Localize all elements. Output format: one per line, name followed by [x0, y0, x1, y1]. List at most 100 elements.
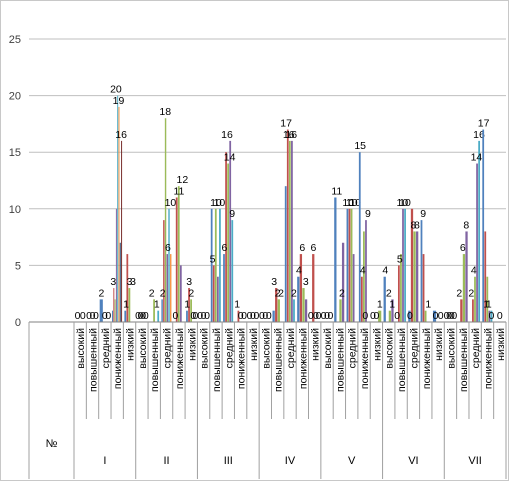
data-label: 9: [420, 208, 426, 220]
data-label: 0: [247, 310, 253, 322]
data-label: 8: [411, 219, 417, 231]
x-tick-label-level: средний: [470, 328, 482, 368]
x-tick-label-level: пониженный: [112, 328, 124, 389]
x-tick-label-level: высокий: [199, 328, 211, 369]
data-label: 0: [316, 310, 322, 322]
y-tick-label: 0: [15, 317, 21, 329]
data-label: 3: [271, 276, 277, 288]
x-tick-label-level: низкий: [433, 328, 445, 361]
bar: [231, 220, 234, 322]
data-label: 2: [386, 287, 392, 299]
data-label: 1: [123, 299, 129, 311]
data-label: 3: [130, 276, 136, 288]
bar: [383, 276, 386, 322]
data-label: 0: [451, 310, 457, 322]
bar: [363, 231, 365, 322]
data-label: 6: [221, 242, 227, 254]
data-label: 16: [283, 129, 295, 141]
data-label: 2: [188, 287, 194, 299]
bar: [341, 242, 345, 322]
x-tick-label-level: низкий: [495, 328, 507, 361]
data-label: 17: [478, 118, 490, 130]
bar: [216, 276, 219, 322]
bar: [223, 254, 225, 322]
data-label: 0: [138, 310, 144, 322]
bar: [488, 310, 491, 322]
bar: [229, 140, 232, 322]
x-tick-label-level: повышенный: [458, 328, 470, 392]
data-label: 1: [234, 299, 240, 311]
data-label: 2: [468, 287, 474, 299]
data-label: 10: [214, 197, 226, 209]
bar: [115, 208, 117, 322]
corner-label: №: [46, 438, 58, 450]
data-label: 2: [339, 287, 345, 299]
data-label: 0: [143, 310, 149, 322]
data-label: 10: [210, 197, 222, 209]
data-label: 3: [303, 276, 309, 288]
data-label: 14: [224, 152, 236, 164]
bar: [304, 299, 308, 322]
data-label: 0: [253, 310, 259, 322]
bar: [490, 310, 493, 322]
bar: [416, 231, 419, 322]
data-label: 0: [488, 310, 494, 322]
data-label: 0: [438, 310, 444, 322]
data-label: 6: [310, 242, 316, 254]
x-tick-label-level: низкий: [125, 328, 137, 361]
x-tick-label-level: пониженный: [297, 328, 309, 389]
bar: [291, 140, 293, 322]
x-tick-label-level: средний: [100, 328, 112, 368]
data-label: 14: [471, 152, 483, 164]
data-label: 0: [362, 310, 368, 322]
x-tick-label-level: повышенный: [149, 328, 161, 392]
bar: [402, 208, 404, 322]
data-label: 4: [471, 265, 477, 277]
y-tick-label: 5: [15, 260, 21, 272]
bar: [482, 129, 485, 322]
data-label: 2: [275, 287, 281, 299]
x-tick-label-level: высокий: [322, 328, 334, 369]
x-tick-label-level: высокий: [137, 328, 149, 369]
bar: [346, 208, 349, 322]
bar: [237, 310, 240, 322]
bar: [413, 231, 416, 322]
bar: [212, 265, 215, 322]
bar: [275, 288, 278, 322]
bar: [277, 299, 280, 322]
data-label: 0: [190, 310, 196, 322]
data-label: 0: [140, 310, 146, 322]
bar: [168, 208, 170, 322]
bar: [188, 288, 190, 322]
bar: [119, 242, 121, 322]
data-label: 0: [197, 310, 203, 322]
x-tick-label-level: высокий: [75, 328, 87, 369]
bar: [334, 197, 337, 322]
bar: [352, 254, 355, 322]
x-tick-label-level: пониженный: [421, 328, 433, 389]
data-label: 1: [486, 299, 492, 311]
data-label: 0: [370, 310, 376, 322]
bar: [179, 265, 182, 322]
data-label: 2: [149, 287, 155, 299]
bar: [128, 288, 131, 322]
bar: [166, 254, 168, 322]
data-label: 0: [105, 310, 111, 322]
data-label: 15: [354, 140, 366, 152]
bar: [339, 299, 342, 322]
x-tick-label-level: пониженный: [174, 328, 186, 389]
bar: [153, 299, 155, 322]
data-label: 10: [399, 197, 411, 209]
x-tick-label-level: повышенный: [396, 328, 408, 392]
bar: [286, 129, 289, 322]
data-label: 12: [177, 174, 189, 186]
data-label: 4: [360, 265, 366, 277]
x-tick-label-level: высокий: [260, 328, 272, 369]
bar: [420, 220, 423, 322]
bar: [348, 208, 351, 322]
x-tick-label-group: V: [348, 455, 356, 467]
bar: [462, 254, 466, 322]
data-label: 3: [186, 276, 192, 288]
data-label: 2: [278, 287, 284, 299]
bar: [312, 254, 315, 322]
